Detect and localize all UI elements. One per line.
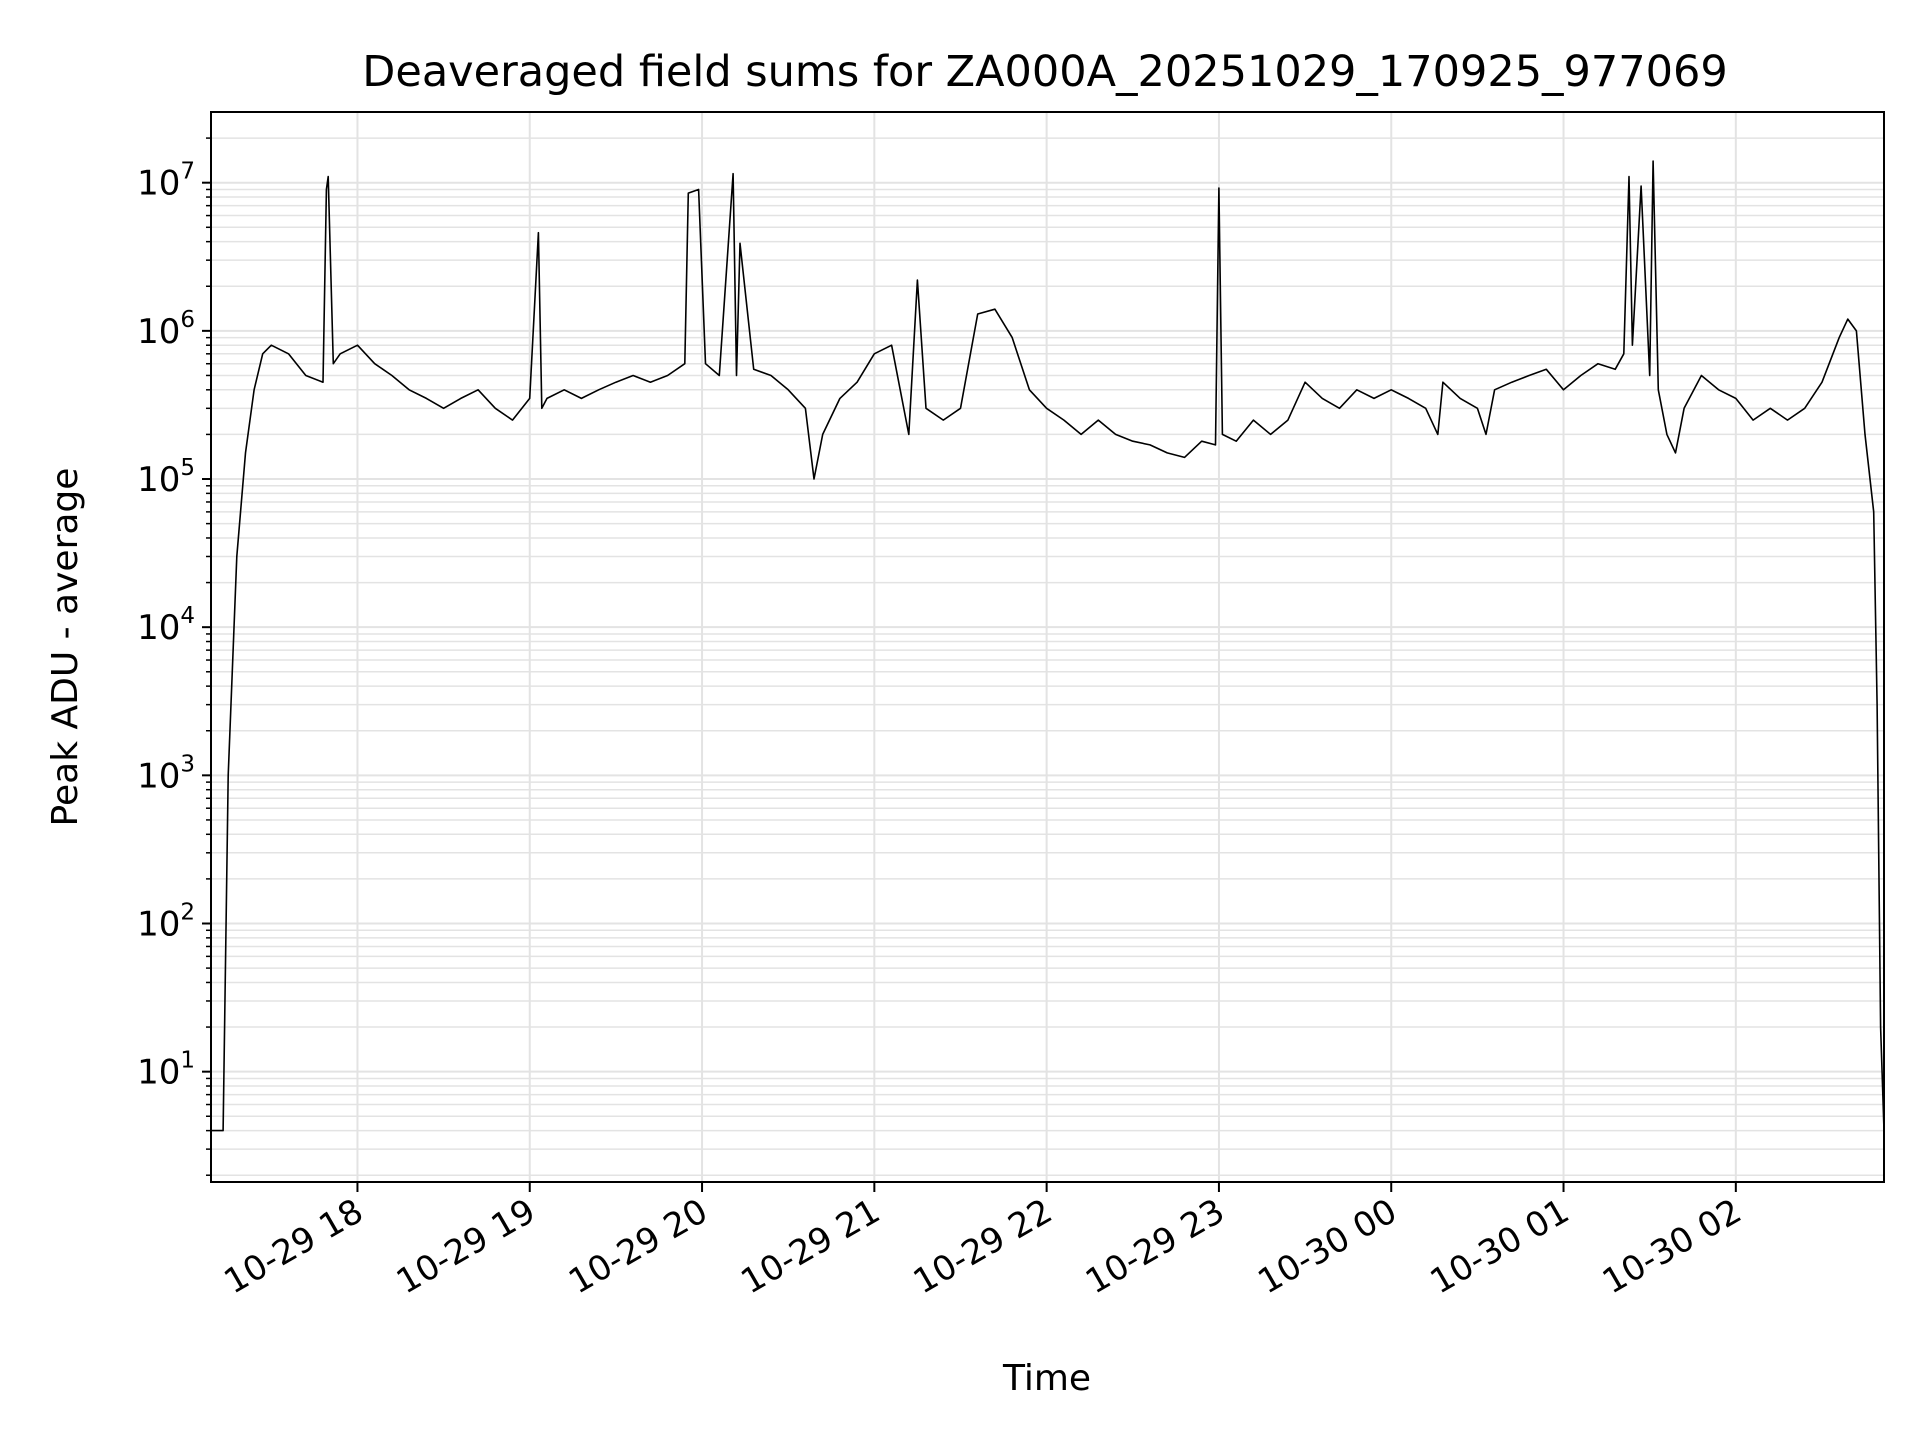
y-tick-label: 107: [137, 159, 195, 204]
y-tick-label: 105: [137, 455, 195, 500]
y-tick-label: 103: [137, 751, 195, 796]
y-axis-label: Peak ADU - average: [45, 468, 86, 827]
x-axis-label: Time: [1002, 1358, 1091, 1399]
y-tick-label: 106: [137, 307, 195, 352]
chart-title: Deaveraged field sums for ZA000A_2025102…: [362, 47, 1727, 97]
data-series-line: [211, 160, 1885, 1132]
y-tick-label: 102: [137, 899, 195, 944]
grid-layer: [211, 112, 1884, 1182]
y-tick-label: 101: [137, 1048, 195, 1093]
data-layer: [211, 160, 1885, 1132]
y-axis: 101 102 103 104 105 106 107: [137, 137, 211, 1176]
y-tick-label: 104: [137, 603, 195, 648]
